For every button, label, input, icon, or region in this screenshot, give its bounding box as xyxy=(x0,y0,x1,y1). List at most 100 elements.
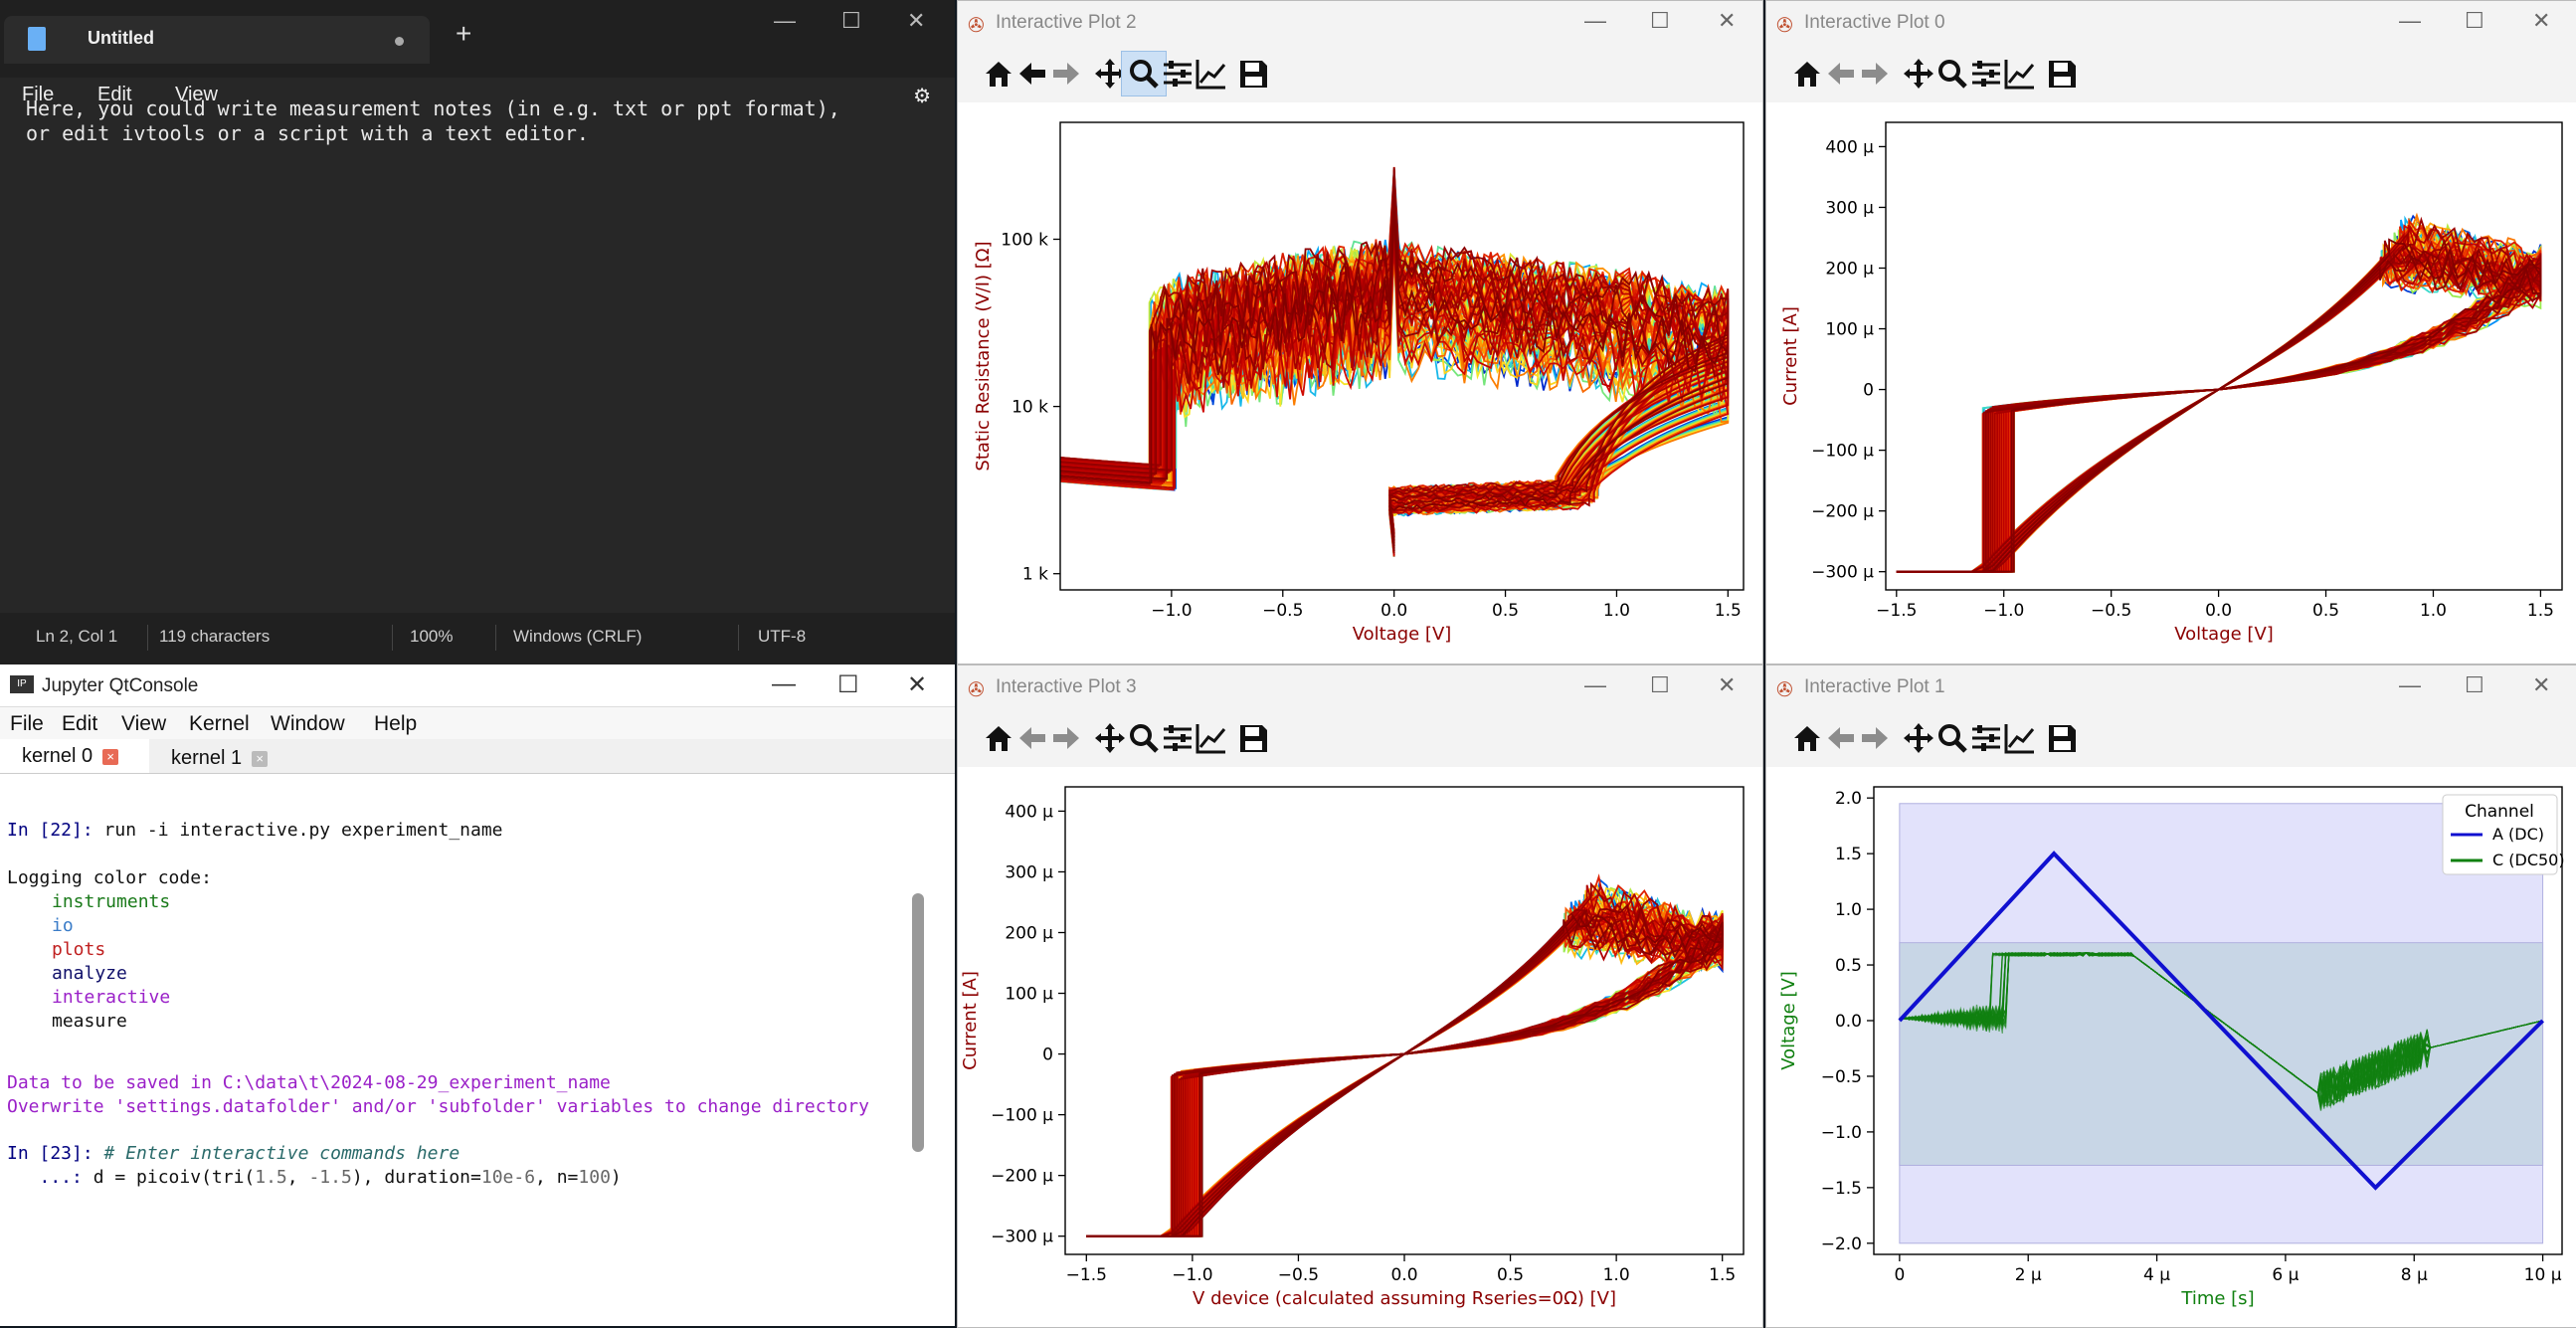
console-scrollbar[interactable] xyxy=(912,893,924,1152)
close-tab-icon[interactable]: × xyxy=(252,750,269,767)
pan-icon xyxy=(1095,723,1125,753)
y-tick-label: −300 μ xyxy=(991,1228,1053,1247)
chart-plot0[interactable]: −1.5 −1.0 −0.5 0.0 0.5 1.0 1.5 −300 μ −200 μ −100… xyxy=(1766,102,2576,662)
menu-file[interactable]: File xyxy=(10,712,44,735)
notepad-content[interactable]: Here, you could write measurement notes … xyxy=(26,96,840,146)
chart-plot3[interactable]: −1.5 −1.0 −0.5 0.0 0.5 1.0 1.5 −300 μ −200 μ −100… xyxy=(958,767,1762,1325)
plot-toolbar xyxy=(958,709,1762,767)
ipython-logo-icon: IP xyxy=(10,675,34,693)
forward-icon xyxy=(1053,63,1079,85)
save-button[interactable] xyxy=(1230,715,1276,761)
home-button[interactable] xyxy=(1784,51,1830,96)
home-button[interactable] xyxy=(976,51,1021,96)
save-button[interactable] xyxy=(2039,715,2085,761)
legend-label: C (DC50) xyxy=(2492,851,2565,869)
save-icon xyxy=(1240,725,1267,752)
close-icon[interactable]: ✕ xyxy=(2532,8,2551,33)
tab-kernel-0[interactable]: kernel 0 × xyxy=(0,739,149,773)
back-icon xyxy=(1019,63,1045,85)
status-encoding[interactable]: UTF-8 xyxy=(758,627,807,646)
legend[interactable]: Channel A (DC) C (DC50) xyxy=(2442,794,2565,875)
forward-button[interactable] xyxy=(1043,51,1089,96)
configure-subplots-button[interactable] xyxy=(1155,715,1200,761)
notepad-tab[interactable]: Untitled xyxy=(4,16,430,64)
save-icon xyxy=(1240,61,1267,88)
maximize-icon[interactable]: ☐ xyxy=(841,8,861,33)
pan-icon xyxy=(1904,723,1933,753)
maximize-icon[interactable]: ☐ xyxy=(2465,672,2484,697)
zoom-button[interactable] xyxy=(1121,51,1167,96)
home-button[interactable] xyxy=(1784,715,1830,761)
edit-axis-button[interactable] xyxy=(1997,715,2043,761)
x-tick-label: 0.0 xyxy=(1390,1265,1417,1285)
forward-button[interactable] xyxy=(1043,715,1089,761)
unsaved-dot-icon[interactable] xyxy=(395,37,404,46)
maximize-icon[interactable]: ☐ xyxy=(1650,8,1670,33)
configure-subplots-button[interactable] xyxy=(1963,51,2009,96)
console-overwrite: Overwrite 'settings.datafolder' and/or '… xyxy=(7,1096,869,1117)
close-icon[interactable]: ✕ xyxy=(907,671,928,698)
close-icon[interactable]: ✕ xyxy=(1718,8,1737,33)
notepad-text-area[interactable] xyxy=(0,113,955,613)
minimize-icon[interactable]: — xyxy=(1584,672,1606,697)
zoom-button[interactable] xyxy=(1121,715,1167,761)
minimize-icon[interactable]: — xyxy=(1584,8,1606,33)
tab-kernel-1[interactable]: kernel 1 × xyxy=(149,739,298,773)
close-icon[interactable]: ✕ xyxy=(2532,672,2551,697)
menu-help[interactable]: Help xyxy=(374,712,418,735)
back-button[interactable] xyxy=(1010,715,1055,761)
edit-axis-icon xyxy=(1196,724,1226,754)
chart-plot2[interactable]: −1.0 −0.5 0.0 0.5 1.0 1.5 1 k 10 k 100 k Voltage … xyxy=(958,102,1762,662)
configure-subplots-button[interactable] xyxy=(1155,51,1200,96)
save-icon xyxy=(2049,725,2076,752)
pan-button[interactable] xyxy=(1896,51,1941,96)
menu-edit[interactable]: Edit xyxy=(97,84,132,105)
maximize-icon[interactable]: ☐ xyxy=(1650,672,1670,697)
x-tick-label: 0 xyxy=(1894,1265,1905,1285)
close-tab-icon[interactable]: × xyxy=(102,748,119,765)
zoom-button[interactable] xyxy=(1930,51,1975,96)
console-output[interactable]: In [22]: run -i interactive.py experimen… xyxy=(0,774,930,1326)
edit-axis-button[interactable] xyxy=(1997,51,2043,96)
back-button[interactable] xyxy=(1818,51,1864,96)
back-button[interactable] xyxy=(1010,51,1055,96)
new-tab-button[interactable]: + xyxy=(456,18,472,49)
maximize-icon[interactable]: ☐ xyxy=(2465,8,2484,33)
zoom-button[interactable] xyxy=(1930,715,1975,761)
maximize-icon[interactable]: ☐ xyxy=(837,671,859,698)
minimize-icon[interactable]: — xyxy=(2399,8,2421,33)
status-zoom[interactable]: 100% xyxy=(410,627,454,646)
menu-window[interactable]: Window xyxy=(271,712,345,735)
forward-button[interactable] xyxy=(1852,51,1898,96)
close-icon[interactable]: ✕ xyxy=(1718,672,1737,697)
pan-button[interactable] xyxy=(1087,715,1133,761)
legend-box xyxy=(2442,794,2558,875)
chart-plot1[interactable]: 0 2 μ 4 μ 6 μ 8 μ 10 μ −2.0 −1.5 −1.0 −0.5 0.0 0.5 1… xyxy=(1766,767,2576,1325)
status-chars: 119 characters xyxy=(159,627,271,646)
menu-file[interactable]: File xyxy=(22,84,55,105)
pan-button[interactable] xyxy=(1896,715,1941,761)
y-tick-label: 300 μ xyxy=(1005,862,1053,882)
close-icon[interactable]: ✕ xyxy=(907,8,926,33)
configure-subplots-button[interactable] xyxy=(1963,715,2009,761)
y-axis-label: Voltage [V] xyxy=(1778,971,1799,1070)
pan-button[interactable] xyxy=(1087,51,1133,96)
minimize-icon[interactable]: — xyxy=(772,670,796,697)
menu-kernel[interactable]: Kernel xyxy=(189,712,250,735)
y-axis-label: Current [A] xyxy=(1780,306,1801,406)
home-button[interactable] xyxy=(976,715,1021,761)
status-eol[interactable]: Windows (CRLF) xyxy=(513,627,643,646)
forward-button[interactable] xyxy=(1852,715,1898,761)
save-button[interactable] xyxy=(2039,51,2085,96)
save-button[interactable] xyxy=(1230,51,1276,96)
edit-axis-button[interactable] xyxy=(1189,715,1234,761)
menu-view[interactable]: View xyxy=(121,712,167,735)
console-line-cont[interactable]: ...: d = picoiv(tri(1.5, -1.5), duration… xyxy=(7,1167,622,1188)
minimize-icon[interactable]: — xyxy=(2399,672,2421,697)
menu-edit[interactable]: Edit xyxy=(62,712,98,735)
back-button[interactable] xyxy=(1818,715,1864,761)
minimize-icon[interactable]: — xyxy=(774,8,796,33)
edit-axis-button[interactable] xyxy=(1189,51,1234,96)
menu-view[interactable]: View xyxy=(175,84,218,105)
settings-gear-icon[interactable]: ⚙ xyxy=(913,86,931,107)
